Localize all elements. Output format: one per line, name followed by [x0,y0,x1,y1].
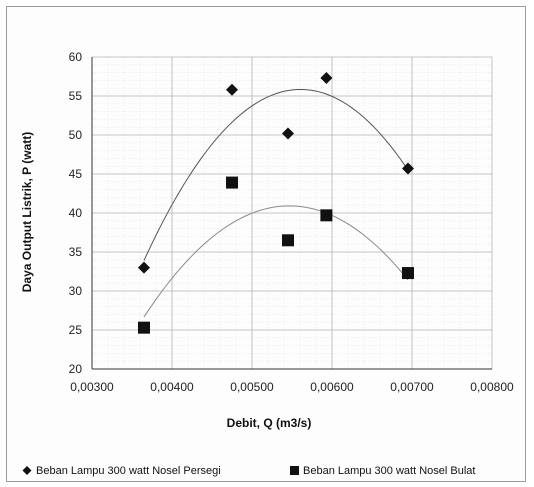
legend-marker-square [290,466,299,475]
data-point-diamond [402,162,414,175]
point-layer [138,72,414,334]
grid-layer [91,56,493,370]
chart-frame: 0,00300 0,00400 0,00500 0,00600 0,00700 0,008… [6,6,526,482]
data-point-square [320,209,333,222]
legend: Beban Lampu 300 watt Nosel Persegi Beban… [22,465,475,477]
chart-plot: 0,00300 0,00400 0,00500 0,00600 0,00700 0,008… [20,50,514,477]
y-tick-label: 20 [69,362,83,376]
data-point-diamond [282,127,294,140]
trendline-square [143,205,409,318]
x-tick-label: 0,00400 [150,380,194,394]
data-point-square [282,234,294,247]
y-tick-label: 40 [69,206,83,220]
trendline-layer [143,88,409,318]
y-axis-title: Daya Output Listrik, P (watt) [20,132,34,292]
y-tick-label: 25 [69,323,83,337]
axis-layer [91,57,492,370]
data-point-diamond [320,72,333,85]
legend-marker-diamond [22,466,32,475]
y-tick-label: 45 [69,167,83,181]
x-tick-label: 0,00800 [470,380,514,394]
y-tick-label: 60 [69,50,83,64]
tick-label-layer: 0,00300 0,00400 0,00500 0,00600 0,00700 0,008… [69,50,514,394]
data-point-square [138,321,150,334]
x-tick-label: 0,00600 [310,380,354,394]
x-tick-label: 0,00700 [390,380,434,394]
legend-label-persegi: Beban Lampu 300 watt Nosel Persegi [36,465,221,477]
data-point-diamond [138,261,150,274]
data-point-diamond [226,83,238,96]
trendline-diamond [143,88,409,261]
x-tick-label: 0,00500 [230,380,274,394]
x-tick-label: 0,00300 [70,380,114,394]
y-tick-label: 55 [69,89,83,103]
y-tick-label: 30 [69,284,83,298]
data-point-square [226,176,238,189]
legend-label-bulat: Beban Lampu 300 watt Nosel Bulat [303,465,475,477]
data-point-square [402,267,414,280]
x-axis-title: Debit, Q (m3/s) [227,416,312,430]
y-tick-label: 35 [69,245,83,259]
y-tick-label: 50 [69,128,83,142]
